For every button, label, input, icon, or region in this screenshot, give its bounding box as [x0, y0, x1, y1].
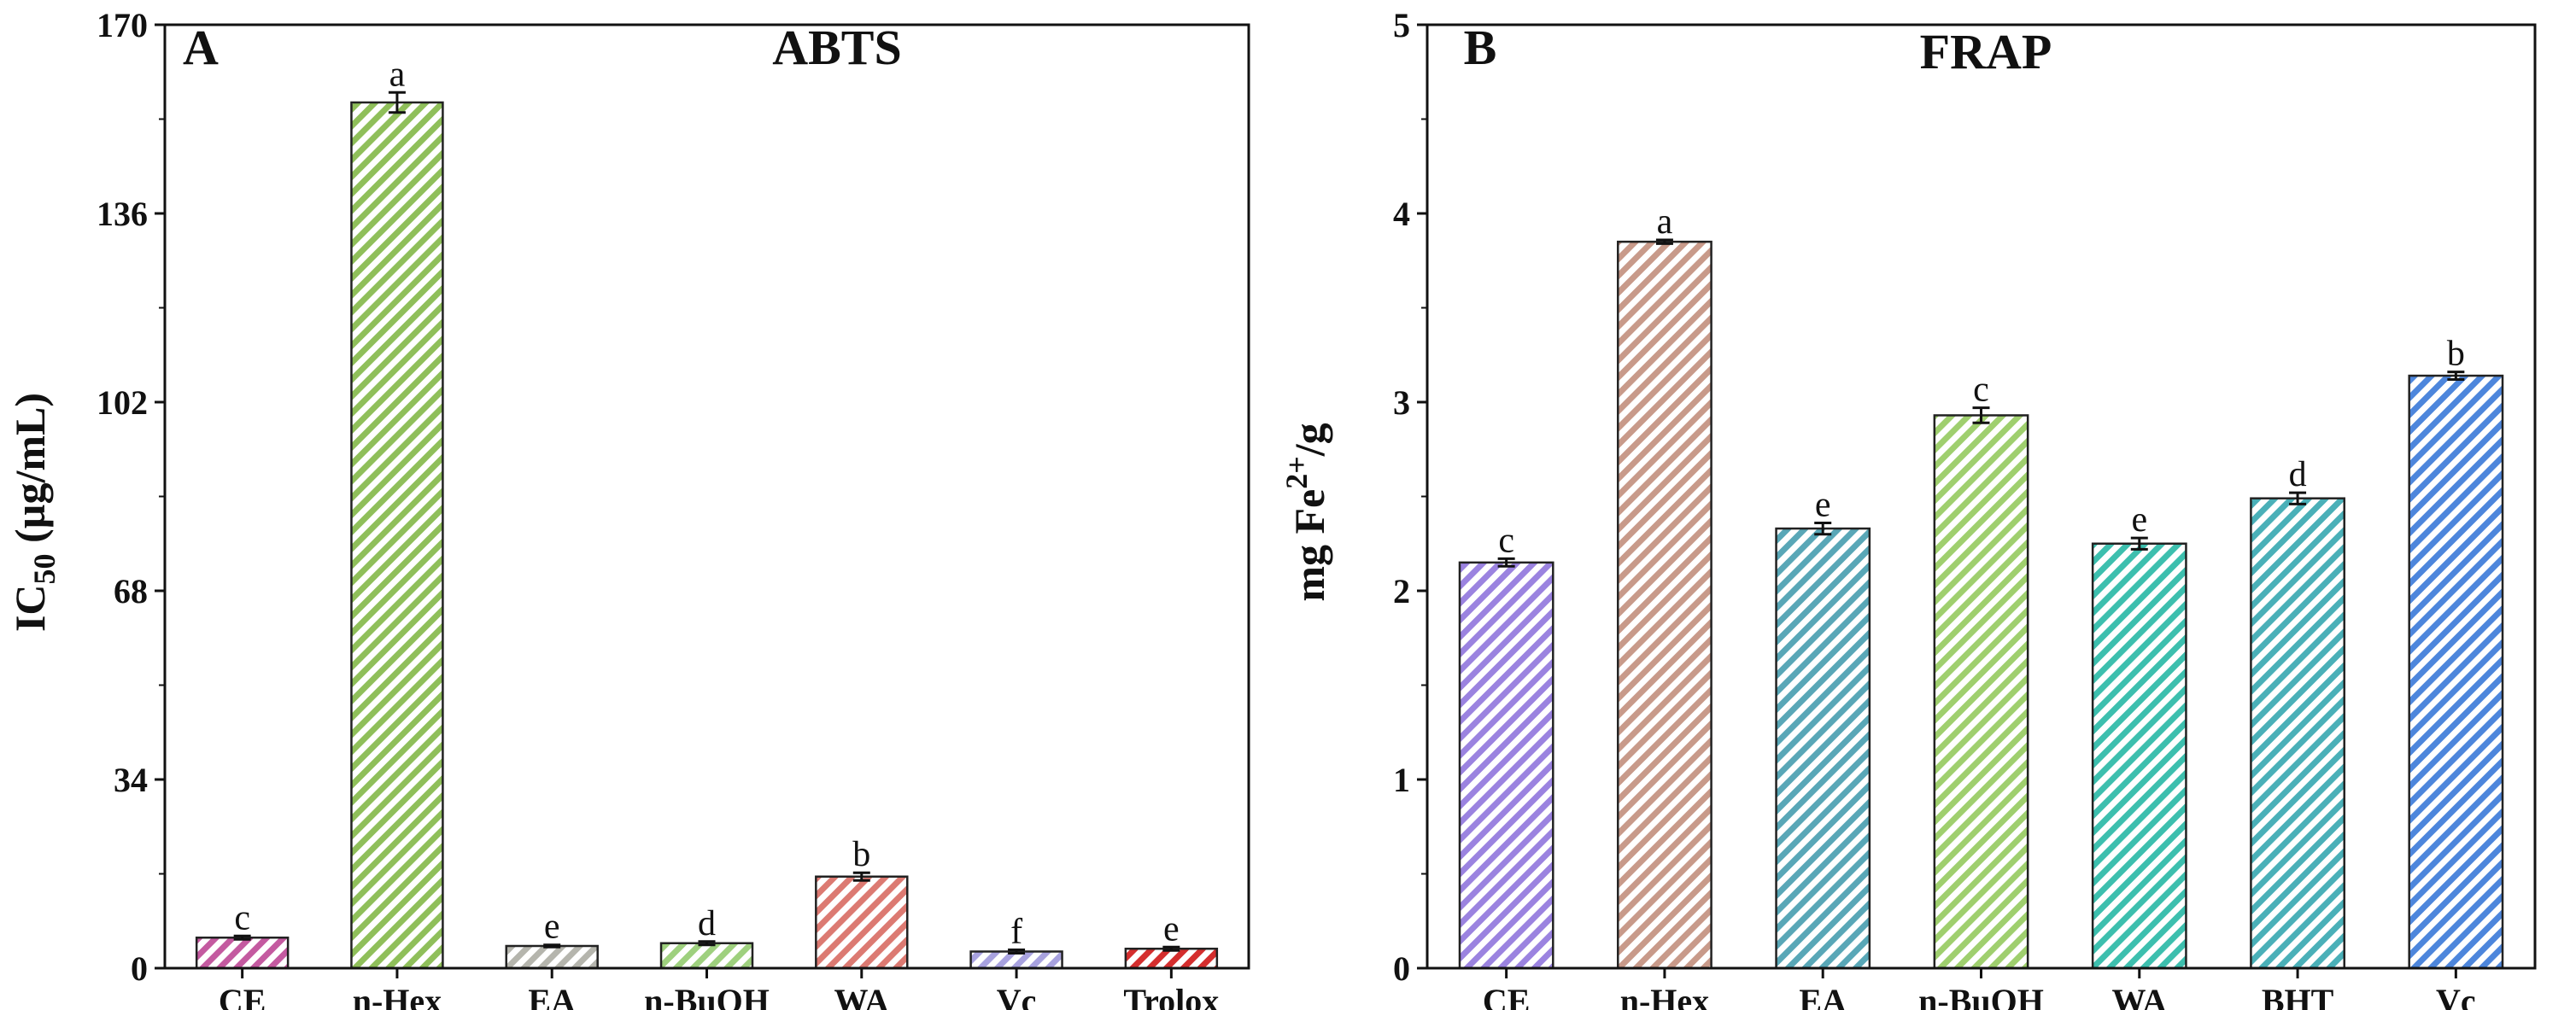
x-tick-label: Trolox — [1123, 982, 1219, 1010]
significance-letter: f — [1010, 913, 1022, 952]
x-tick-label: CE — [219, 982, 266, 1010]
bar-n-buoh — [1933, 414, 2029, 970]
panel-label: A — [183, 20, 219, 75]
error-bar — [1655, 238, 1673, 245]
significance-letter: c — [1498, 521, 1514, 560]
chart-panel-abts: c CE a n-Hex e EA d n-BuOH b WA f Vc e Trolox 0 34 68 102… — [0, 0, 1281, 1010]
error-bar — [2447, 371, 2465, 381]
significance-letter: b — [852, 835, 870, 874]
bar-vc — [2408, 374, 2504, 970]
y-tick-label: 4 — [1393, 195, 1410, 233]
bar-wa — [815, 875, 909, 970]
x-tick-label: CE — [1483, 982, 1531, 1010]
panel-label: B — [1464, 20, 1497, 75]
error-bar — [1972, 406, 1990, 424]
y-tick-label: 2 — [1393, 572, 1410, 610]
bar-n-hex — [1617, 240, 1712, 970]
y-axis-label: IC50 (µg/mL) — [6, 393, 61, 632]
plot-frame — [163, 23, 1250, 970]
x-tick-label: n-BuOH — [644, 982, 770, 1010]
x-tick-label: n-Hex — [353, 982, 442, 1010]
y-tick-label: 34 — [114, 761, 148, 799]
x-tick-label: WA — [2112, 982, 2168, 1010]
y-tick-label: 102 — [97, 383, 148, 422]
error-bar — [698, 940, 716, 947]
error-bar — [1008, 949, 1026, 955]
y-tick-label: 3 — [1393, 383, 1410, 422]
y-tick-label: 0 — [1393, 949, 1410, 988]
x-tick-label: BHT — [2262, 982, 2334, 1010]
y-axis-label: mg Fe2+/g — [1281, 423, 1333, 601]
error-bar — [2289, 491, 2307, 505]
significance-letter: c — [1973, 371, 1989, 410]
significance-letter: d — [698, 904, 716, 943]
x-tick-label: n-Hex — [1620, 982, 1709, 1010]
y-axis-label-rest: /g — [1285, 423, 1333, 457]
significance-letter: e — [1815, 485, 1831, 524]
significance-letter: e — [2131, 500, 2147, 540]
x-tick-label: Vc — [997, 982, 1037, 1010]
bar-ea — [505, 944, 599, 970]
y-axis-label-sub: 50 — [27, 553, 61, 584]
y-axis-label-main: IC — [6, 584, 54, 632]
significance-letter: a — [389, 55, 406, 94]
error-bar — [2130, 536, 2148, 551]
error-bar — [852, 871, 870, 882]
abts-chart: c CE a n-Hex e EA d n-BuOH b WA f Vc e Trolox 0 34 68 102… — [6, 6, 1250, 1010]
y-tick-label: 136 — [97, 195, 148, 233]
bar-ce — [1458, 561, 1554, 970]
x-tick-label: WA — [834, 982, 890, 1010]
chart-title: FRAP — [1920, 24, 2052, 79]
error-bar — [1497, 557, 1515, 568]
error-bar — [1814, 521, 1832, 536]
y-axis-label-sup: 2+ — [1281, 456, 1314, 489]
x-tick-label: EA — [1799, 982, 1847, 1010]
bar-wa — [2091, 542, 2187, 970]
bar-bht — [2250, 497, 2345, 970]
error-bar — [388, 90, 406, 114]
error-bar — [1162, 945, 1180, 952]
x-tick-label: n-BuOH — [1918, 982, 2044, 1010]
bar-ce — [195, 937, 290, 970]
significance-letter: e — [544, 908, 560, 947]
error-bar — [543, 943, 561, 949]
frap-chart: c CE a n-Hex e EA c n-BuOH e WA d BHT b Vc 0 1 2 3 4 5 B FRAP… — [1281, 6, 2537, 1010]
chart-panel-frap: c CE a n-Hex e EA c n-BuOH e WA d BHT b Vc 0 1 2 3 4 5 B FRAP… — [1281, 0, 2576, 1010]
y-tick-label: 5 — [1393, 6, 1410, 44]
significance-letter: e — [1163, 909, 1180, 949]
significance-letter: c — [234, 898, 250, 937]
bar-n-hex — [350, 101, 444, 970]
x-tick-label: EA — [528, 982, 576, 1010]
y-axis-label-main: mg Fe — [1285, 489, 1333, 602]
y-tick-label: 68 — [114, 572, 148, 610]
significance-letter: d — [2289, 455, 2307, 494]
x-tick-label: Vc — [2436, 982, 2476, 1010]
y-axis-label-rest: (µg/mL) — [6, 393, 54, 554]
y-tick-label: 0 — [131, 949, 148, 988]
y-tick-label: 170 — [97, 6, 148, 44]
chart-title: ABTS — [772, 20, 902, 75]
significance-letter: b — [2447, 335, 2465, 374]
significance-letter: a — [1657, 202, 1673, 242]
bar-n-buoh — [659, 942, 754, 970]
error-bar — [233, 934, 251, 941]
bar-ea — [1775, 527, 1871, 970]
y-tick-label: 1 — [1393, 761, 1410, 799]
